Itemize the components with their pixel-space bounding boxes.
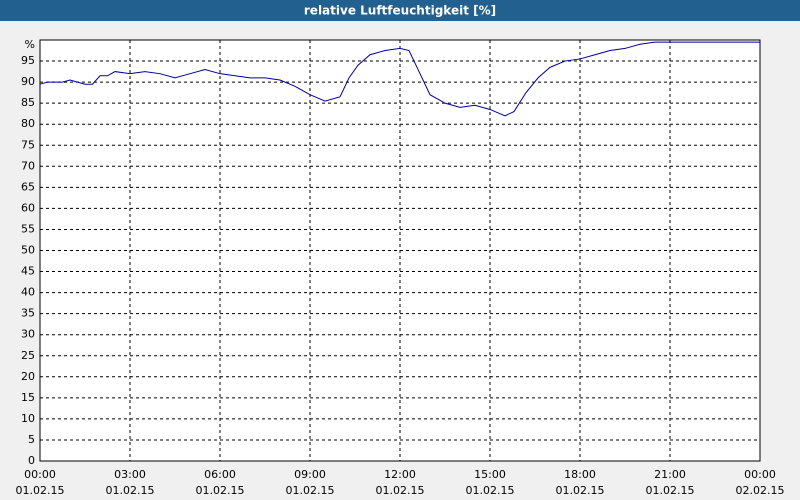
- y-tick-label: 25: [21, 349, 35, 362]
- x-tick-date: 01.02.15: [286, 484, 335, 497]
- y-tick-label: 90: [21, 75, 35, 88]
- y-tick-label: 65: [21, 180, 35, 193]
- y-tick-label: 95: [21, 54, 35, 67]
- x-tick-label: 12:00: [384, 468, 416, 481]
- y-tick-label: 75: [21, 138, 35, 151]
- y-tick-label: 0: [28, 454, 35, 467]
- chart-title: relative Luftfeuchtigkeit [%]: [304, 4, 496, 18]
- x-tick-date: 01.02.15: [376, 484, 425, 497]
- y-tick-label: 80: [21, 117, 35, 130]
- plot-border: [39, 39, 761, 462]
- y-tick-label: 55: [21, 222, 35, 235]
- x-tick-label: 00:00: [744, 468, 776, 481]
- x-tick-label: 15:00: [474, 468, 506, 481]
- x-tick-date: 01.02.15: [466, 484, 515, 497]
- data-line: [39, 41, 760, 117]
- y-tick-label: 50: [21, 244, 35, 257]
- x-tick-date: 01.02.15: [646, 484, 695, 497]
- x-tick-date: 01.02.15: [196, 484, 245, 497]
- x-tick-date: 01.02.15: [106, 484, 155, 497]
- y-tick-label: 85: [21, 96, 35, 109]
- y-tick-label: 45: [21, 265, 35, 278]
- y-tick-label: 30: [21, 328, 35, 341]
- y-tick-label: 60: [21, 201, 35, 214]
- y-tick-label: 5: [28, 433, 35, 446]
- x-tick-date: 02.02.15: [736, 484, 785, 497]
- x-tick-label: 00:00: [24, 468, 56, 481]
- x-tick-label: 03:00: [114, 468, 146, 481]
- x-tick-date: 01.02.15: [556, 484, 605, 497]
- y-tick-label: 35: [21, 307, 35, 320]
- y-tick-label: 15: [21, 391, 35, 404]
- x-tick-date: 01.02.15: [16, 484, 65, 497]
- y-unit: %: [25, 38, 35, 51]
- title-bar: [0, 0, 800, 21]
- x-tick-label: 09:00: [294, 468, 326, 481]
- x-tick-label: 06:00: [204, 468, 236, 481]
- y-tick-label: 40: [21, 286, 35, 299]
- x-tick-label: 21:00: [654, 468, 686, 481]
- y-tick-label: 70: [21, 159, 35, 172]
- y-tick-label: 20: [21, 370, 35, 383]
- y-tick-label: 10: [21, 412, 35, 425]
- x-tick-label: 18:00: [564, 468, 596, 481]
